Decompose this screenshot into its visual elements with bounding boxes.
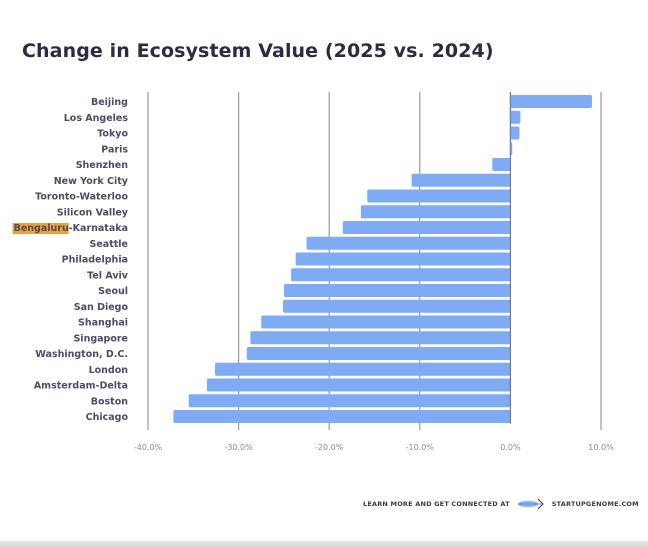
- bar: [342, 221, 511, 234]
- category-label: Amsterdam-Delta: [34, 381, 128, 392]
- bar: [250, 331, 511, 345]
- x-tick-label: -10.0%: [406, 443, 435, 452]
- footer-cta-text: LEARN MORE AND GET CONNECTED AT: [363, 500, 510, 508]
- bar: [492, 158, 511, 171]
- category-label: Beijing: [91, 97, 128, 108]
- bar: [173, 410, 511, 423]
- bar: [246, 347, 511, 360]
- bar: [282, 299, 511, 313]
- bar: [261, 315, 511, 329]
- arrow-icon: [517, 498, 544, 510]
- category-label: Washington, D.C.: [35, 349, 128, 360]
- bar: [283, 284, 511, 297]
- category-label: Seattle: [90, 239, 128, 250]
- category-labels: Beijing Los Angeles Tokyo Paris Shenzhen New …: [12, 97, 129, 423]
- category-label: Tel Aviv: [87, 270, 129, 281]
- category-label: Chicago: [86, 412, 129, 423]
- bar: [206, 378, 511, 392]
- category-label: Paris: [101, 144, 128, 155]
- tick-labels: -40.0% -30.0% -20.0% -10.0% 0.0% 10.0%: [134, 443, 614, 452]
- category-label: Boston: [91, 396, 128, 407]
- category-label: Los Angeles: [64, 113, 129, 124]
- chart-title: Change in Ecosystem Value (2025 vs. 2024…: [22, 40, 494, 62]
- footer-site-link[interactable]: STARTUPGENOME.COM: [551, 500, 639, 508]
- category-label: Seoul: [98, 286, 128, 297]
- category-label: Toronto-Waterloo: [35, 192, 128, 203]
- bar: [367, 189, 511, 203]
- bars: [173, 95, 592, 423]
- category-label-rest: -Karnataka: [69, 223, 128, 234]
- footer: LEARN MORE AND GET CONNECTED AT STARTUPG…: [363, 498, 639, 510]
- category-label: Tokyo: [97, 129, 128, 140]
- bar: [510, 95, 592, 108]
- category-label: London: [89, 365, 129, 376]
- x-tick-label: 10.0%: [588, 443, 614, 452]
- x-tick-label: -30.0%: [224, 443, 253, 452]
- category-label: Singapore: [73, 333, 128, 344]
- category-label: Shenzhen: [76, 160, 129, 171]
- x-tick-label: -40.0%: [134, 443, 163, 452]
- bar: [295, 252, 511, 266]
- bottom-edge: [0, 541, 648, 548]
- category-label: Shanghai: [78, 318, 128, 329]
- bar: [306, 236, 511, 250]
- bar: [291, 268, 511, 282]
- highlight-box: [12, 223, 69, 234]
- category-label: San Diego: [74, 302, 129, 313]
- x-tick-label: -20.0%: [315, 443, 344, 452]
- category-label: Silicon Valley: [57, 207, 129, 218]
- bar: [215, 362, 511, 376]
- bar: [411, 173, 511, 187]
- bar: [188, 394, 511, 408]
- category-label: Philadelphia: [62, 255, 128, 266]
- x-tick-label: 0.0%: [500, 443, 521, 452]
- highlighted-text: Bengaluru: [14, 223, 69, 234]
- bar: [510, 110, 521, 124]
- category-label: Bengaluru-Karnataka: [14, 223, 128, 234]
- bar: [510, 126, 520, 140]
- bar: [360, 205, 511, 219]
- category-label: New York City: [54, 176, 129, 187]
